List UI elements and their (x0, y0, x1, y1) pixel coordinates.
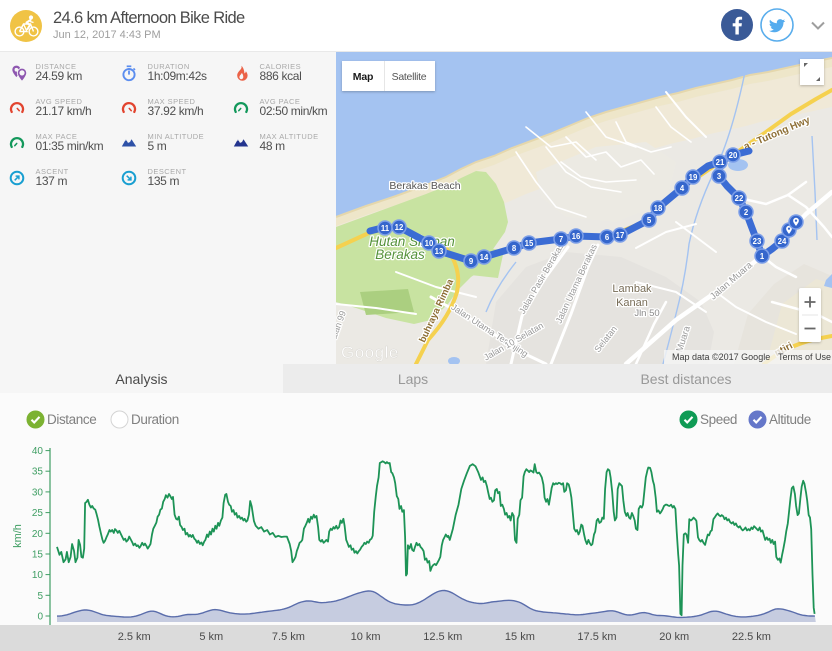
svg-text:Berakas: Berakas (375, 247, 425, 262)
svg-text:22: 22 (735, 194, 744, 203)
svg-text:8: 8 (512, 244, 517, 253)
svg-text:7: 7 (559, 235, 563, 244)
svg-text:40: 40 (32, 446, 44, 457)
svg-text:12: 12 (395, 223, 404, 232)
svg-text:20: 20 (32, 529, 44, 540)
svg-text:Satellite: Satellite (392, 71, 427, 83)
svg-text:Terms of Use: Terms of Use (778, 352, 831, 362)
svg-text:7.5 km: 7.5 km (272, 631, 305, 643)
svg-text:20: 20 (729, 151, 738, 160)
svg-text:5: 5 (37, 591, 43, 602)
svg-text:15: 15 (525, 239, 534, 248)
svg-text:13: 13 (435, 247, 444, 256)
svg-text:Jln 50: Jln 50 (634, 308, 659, 319)
svg-text:16: 16 (572, 232, 581, 241)
svg-text:3: 3 (717, 172, 722, 181)
svg-text:10: 10 (32, 570, 44, 581)
svg-text:10 km: 10 km (351, 631, 381, 643)
svg-text:9: 9 (469, 257, 474, 266)
svg-text:19: 19 (689, 173, 698, 182)
svg-text:24: 24 (778, 237, 787, 246)
svg-text:10: 10 (425, 239, 434, 248)
svg-text:6: 6 (605, 233, 610, 242)
svg-text:5: 5 (647, 216, 652, 225)
svg-text:14: 14 (480, 253, 489, 262)
svg-text:17: 17 (616, 231, 625, 240)
svg-text:Lambak: Lambak (612, 283, 652, 295)
svg-text:25: 25 (32, 508, 44, 519)
svg-text:Map: Map (353, 71, 373, 83)
svg-text:1: 1 (760, 252, 765, 261)
svg-text:4: 4 (680, 184, 685, 193)
svg-text:12.5 km: 12.5 km (423, 631, 462, 643)
svg-text:30: 30 (32, 487, 44, 498)
svg-text:17.5 km: 17.5 km (577, 631, 616, 643)
svg-text:Berakas Beach: Berakas Beach (389, 180, 460, 192)
svg-text:2: 2 (744, 208, 749, 217)
svg-text:20 km: 20 km (659, 631, 689, 643)
svg-text:2.5 km: 2.5 km (118, 631, 151, 643)
svg-text:21: 21 (716, 158, 725, 167)
svg-text:35: 35 (32, 467, 44, 478)
svg-text:18: 18 (654, 204, 663, 213)
svg-text:11: 11 (381, 224, 390, 233)
svg-text:Kanan: Kanan (616, 297, 648, 309)
svg-text:Map data ©2017 Google: Map data ©2017 Google (672, 352, 770, 362)
svg-text:Google: Google (341, 343, 399, 362)
svg-text:22.5 km: 22.5 km (732, 631, 771, 643)
svg-text:0: 0 (37, 612, 43, 623)
svg-text:5 km: 5 km (199, 631, 223, 643)
svg-text:15: 15 (32, 550, 44, 561)
svg-text:15 km: 15 km (505, 631, 535, 643)
svg-text:km/h: km/h (12, 524, 24, 548)
svg-text:23: 23 (753, 237, 762, 246)
